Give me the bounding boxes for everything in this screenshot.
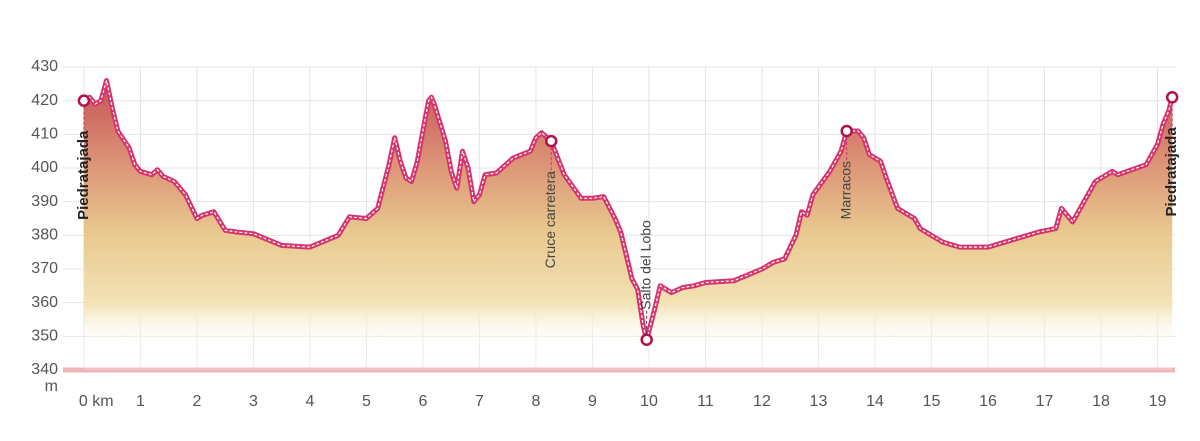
waypoint-marker bbox=[840, 124, 853, 138]
x-tick-label: 10 bbox=[640, 393, 658, 410]
y-tick-label: 430 bbox=[31, 58, 58, 75]
x-tick-label: 4 bbox=[305, 393, 314, 410]
y-tick-label: 410 bbox=[31, 126, 58, 143]
y-tick-label: 370 bbox=[31, 260, 58, 277]
x-tick-label: 3 bbox=[249, 393, 258, 410]
x-tick-label: 8 bbox=[531, 393, 540, 410]
y-tick-label: 420 bbox=[31, 92, 58, 109]
waypoint-label: Cruce carretera bbox=[542, 171, 558, 268]
x-tick-label: 9 bbox=[588, 393, 597, 410]
waypoint-marker bbox=[640, 333, 653, 346]
y-tick-label: 360 bbox=[31, 294, 58, 311]
x-tick-label: 13 bbox=[810, 393, 828, 410]
y-tick-label: 380 bbox=[31, 227, 58, 244]
waypoint-marker bbox=[544, 134, 558, 148]
x-tick-label: 2 bbox=[192, 393, 201, 410]
x-tick-label: 7 bbox=[475, 393, 484, 410]
waypoint-label: Salto del Lobo bbox=[637, 220, 653, 310]
x-tick-label: 6 bbox=[418, 393, 427, 410]
x-tick-label: 18 bbox=[1092, 393, 1110, 410]
x-tick-label: 14 bbox=[866, 393, 884, 410]
x-tick-label: 17 bbox=[1036, 393, 1054, 410]
elevation-line-dash bbox=[83, 80, 1173, 340]
x-tick-label: 15 bbox=[923, 393, 941, 410]
waypoint-marker bbox=[1165, 91, 1179, 104]
y-tick-label: 390 bbox=[31, 193, 58, 210]
x-tick-label: 16 bbox=[979, 393, 997, 410]
x-tick-label: 12 bbox=[753, 393, 771, 410]
waypoint-label: Marracos bbox=[837, 161, 853, 219]
y-tick-label: 400 bbox=[31, 159, 58, 176]
waypoint-marker bbox=[77, 94, 91, 107]
waypoint-label: Piedratajada bbox=[1163, 127, 1180, 217]
x-tick-label: 11 bbox=[697, 393, 714, 410]
x-tick-label: 5 bbox=[362, 393, 371, 410]
x-tick-label: 1 bbox=[136, 393, 145, 410]
y-tick-label: 340 bbox=[31, 361, 58, 378]
x-tick-label: 19 bbox=[1149, 393, 1167, 410]
y-tick-label: 350 bbox=[31, 328, 58, 345]
y-unit: m bbox=[45, 378, 58, 395]
waypoint-label: Piedratajada bbox=[75, 130, 92, 220]
x-tick-label: 0 km bbox=[79, 393, 114, 410]
elevation-area bbox=[83, 80, 1173, 370]
